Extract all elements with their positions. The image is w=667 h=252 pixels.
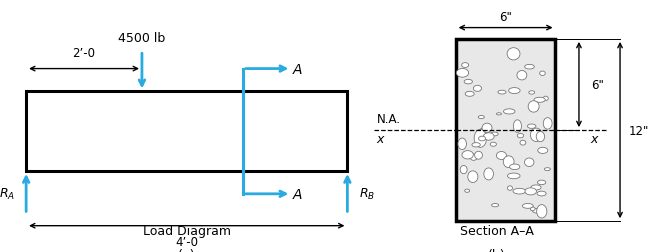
Ellipse shape	[507, 48, 520, 61]
Ellipse shape	[496, 113, 502, 115]
Ellipse shape	[525, 188, 536, 195]
Ellipse shape	[464, 80, 472, 84]
Text: 4’-0: 4’-0	[175, 235, 198, 248]
Text: N.A.: N.A.	[376, 113, 400, 126]
Ellipse shape	[498, 91, 506, 94]
Text: Load Diagram: Load Diagram	[143, 224, 231, 237]
Ellipse shape	[525, 65, 534, 70]
Text: (b): (b)	[488, 248, 506, 252]
Ellipse shape	[536, 132, 544, 142]
Ellipse shape	[528, 101, 539, 113]
Ellipse shape	[490, 143, 496, 147]
Bar	[26, 92, 348, 171]
Bar	[456, 40, 556, 221]
Ellipse shape	[511, 51, 518, 55]
Ellipse shape	[530, 207, 535, 211]
Ellipse shape	[474, 86, 482, 92]
Text: x: x	[591, 133, 598, 146]
Ellipse shape	[496, 152, 506, 160]
Ellipse shape	[517, 71, 527, 81]
Ellipse shape	[475, 152, 482, 160]
Ellipse shape	[522, 204, 533, 208]
Ellipse shape	[470, 154, 478, 161]
Ellipse shape	[524, 158, 534, 167]
Ellipse shape	[468, 171, 478, 183]
Ellipse shape	[458, 139, 466, 150]
Ellipse shape	[484, 168, 494, 180]
Ellipse shape	[474, 130, 486, 148]
Ellipse shape	[509, 88, 520, 94]
Ellipse shape	[540, 72, 545, 76]
Ellipse shape	[482, 124, 492, 133]
Ellipse shape	[543, 118, 552, 130]
Ellipse shape	[462, 63, 469, 68]
Ellipse shape	[462, 151, 474, 159]
Text: 4500 lb: 4500 lb	[118, 32, 165, 44]
Ellipse shape	[534, 98, 546, 103]
Text: 6": 6"	[499, 11, 512, 24]
Ellipse shape	[465, 92, 474, 97]
Text: 12": 12"	[629, 124, 649, 137]
Ellipse shape	[538, 148, 548, 154]
Ellipse shape	[508, 186, 512, 191]
Ellipse shape	[520, 141, 526, 145]
Ellipse shape	[537, 192, 546, 196]
Ellipse shape	[484, 133, 494, 141]
Ellipse shape	[528, 124, 536, 129]
Ellipse shape	[504, 156, 514, 168]
Ellipse shape	[478, 116, 484, 119]
Text: Section A–A: Section A–A	[460, 224, 534, 237]
Ellipse shape	[465, 189, 470, 193]
Ellipse shape	[513, 188, 526, 194]
Ellipse shape	[480, 128, 490, 133]
Ellipse shape	[490, 133, 498, 136]
Ellipse shape	[460, 166, 467, 174]
Ellipse shape	[472, 143, 480, 147]
Ellipse shape	[532, 209, 542, 213]
Text: x: x	[376, 133, 384, 146]
Text: (a): (a)	[178, 248, 195, 252]
Ellipse shape	[529, 91, 535, 95]
Ellipse shape	[537, 205, 547, 218]
Text: A: A	[293, 62, 303, 76]
Ellipse shape	[492, 204, 499, 207]
Ellipse shape	[531, 185, 541, 190]
Ellipse shape	[456, 69, 469, 78]
Ellipse shape	[538, 180, 546, 185]
Ellipse shape	[530, 129, 542, 142]
Ellipse shape	[504, 109, 515, 115]
Ellipse shape	[478, 137, 486, 141]
Ellipse shape	[544, 168, 550, 171]
Text: $R_B$: $R_B$	[359, 186, 375, 202]
Text: $R_A$: $R_A$	[0, 186, 15, 202]
Ellipse shape	[510, 164, 520, 170]
Text: A: A	[293, 187, 303, 201]
Text: 6": 6"	[591, 79, 604, 92]
Ellipse shape	[508, 173, 520, 179]
Ellipse shape	[518, 134, 524, 138]
Ellipse shape	[514, 120, 522, 133]
Text: 2’-0: 2’-0	[73, 47, 95, 60]
Ellipse shape	[543, 97, 548, 101]
